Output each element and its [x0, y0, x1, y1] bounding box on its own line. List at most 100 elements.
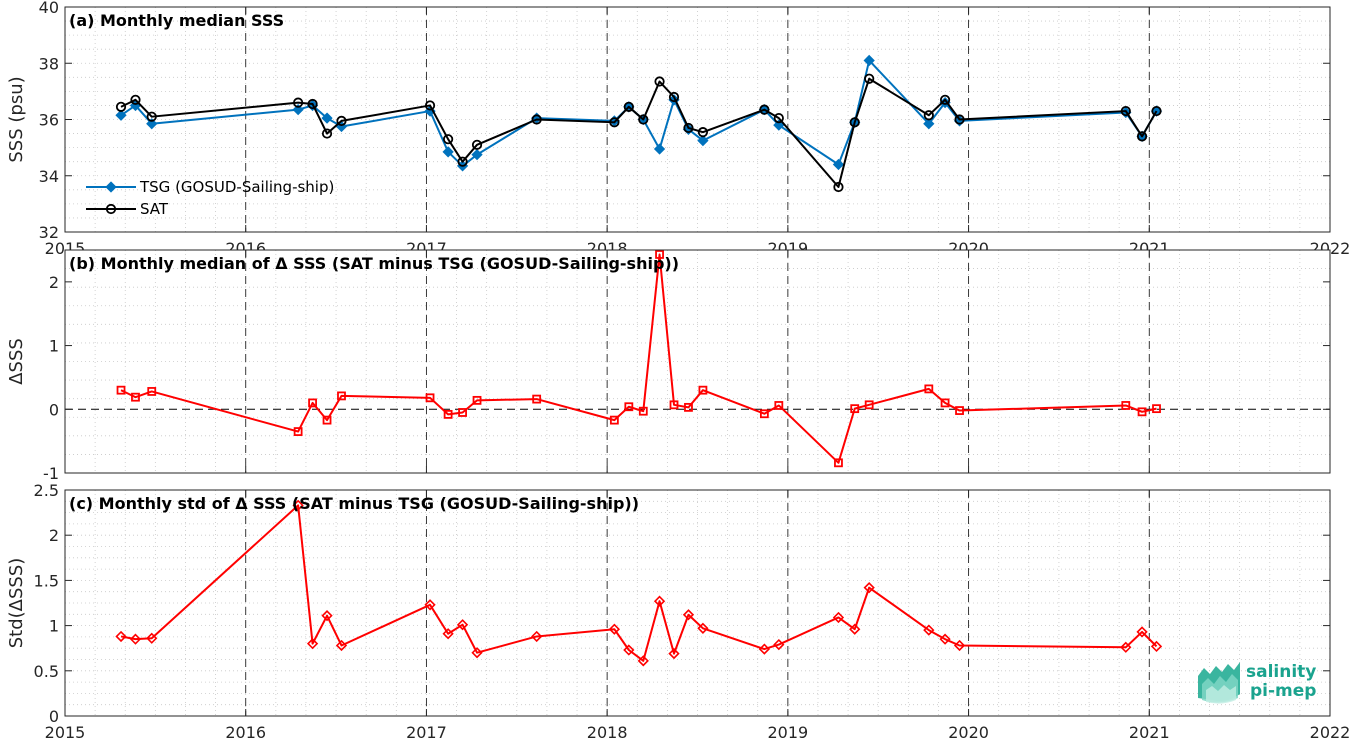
- legend: TSG (GOSUD-Sailing-ship) SAT: [86, 178, 334, 218]
- panel-title: (c) Monthly std of Δ SSS (SAT minus TSG …: [69, 494, 639, 513]
- data-point: [849, 623, 861, 635]
- data-point: [1150, 640, 1163, 653]
- y-tick-label: 1: [49, 337, 59, 356]
- data-point: [1136, 626, 1148, 638]
- y-tick-label: 0.5: [34, 662, 59, 681]
- data-point: [850, 404, 860, 414]
- data-point: [623, 101, 634, 112]
- x-tick-label: 2019: [767, 723, 808, 742]
- series-group: [116, 250, 1161, 468]
- data-point: [471, 149, 483, 161]
- data-point: [1120, 641, 1132, 653]
- data-point: [1137, 407, 1147, 417]
- data-point: [1121, 401, 1131, 410]
- data-point: [471, 647, 483, 659]
- data-point: [336, 115, 347, 127]
- data-point: [424, 599, 436, 611]
- y-tick-label: 2.5: [34, 481, 59, 500]
- x-tick-label: 2016: [225, 723, 266, 742]
- data-point: [923, 110, 934, 121]
- y-tick-label: 38: [39, 54, 59, 73]
- logo-line2: pi-mep: [1250, 681, 1316, 701]
- data-point: [115, 109, 127, 121]
- x-tick-label: 2020: [948, 723, 989, 742]
- axes-frame: [64, 249, 1331, 474]
- data-point: [653, 143, 666, 155]
- legend-marker-0: [105, 181, 117, 193]
- data-point: [292, 104, 304, 116]
- data-point: [293, 427, 303, 436]
- data-point: [863, 54, 875, 67]
- data-point: [442, 628, 454, 640]
- data-point: [1151, 105, 1162, 117]
- x-tick-label: 2015: [45, 723, 86, 742]
- data-point: [425, 393, 435, 403]
- data-point: [863, 582, 875, 594]
- data-point: [131, 392, 140, 402]
- data-point: [773, 112, 784, 124]
- y-tick-label: 2: [49, 273, 59, 292]
- axes-frame: [64, 6, 1331, 233]
- data-point: [335, 120, 348, 133]
- data-point: [115, 630, 127, 643]
- data-point: [337, 391, 346, 401]
- data-point: [531, 630, 543, 643]
- data-point: [471, 139, 483, 150]
- data-point: [307, 98, 318, 110]
- data-point: [668, 91, 680, 103]
- data-point: [923, 624, 935, 636]
- data-point: [834, 458, 843, 468]
- data-point: [321, 610, 333, 622]
- data-point: [609, 415, 619, 425]
- data-point: [954, 114, 965, 125]
- data-point: [849, 117, 860, 128]
- y-tick-label: 0: [49, 707, 59, 726]
- data-point: [668, 94, 680, 106]
- y-tick-label: 1: [49, 617, 59, 636]
- y-tick-label: -1: [43, 464, 59, 483]
- data-point: [292, 499, 304, 511]
- data-point: [654, 76, 665, 87]
- x-tick-label: 2021: [1129, 723, 1170, 742]
- data-point: [456, 619, 469, 631]
- y-tick-label: 34: [39, 167, 59, 186]
- y-tick-label: 36: [39, 111, 59, 130]
- data-point: [773, 119, 785, 131]
- data-point: [306, 638, 319, 650]
- data-point: [939, 96, 951, 109]
- series-group: [115, 54, 1163, 193]
- x-tick-label: 2022: [1310, 723, 1351, 742]
- data-point: [833, 181, 844, 193]
- data-point: [832, 611, 845, 624]
- data-point: [442, 146, 454, 158]
- data-point: [655, 250, 664, 259]
- data-point: [443, 134, 454, 145]
- legend-label-1: SAT: [140, 200, 169, 218]
- y-tick-label: 2: [49, 526, 59, 545]
- data-point: [609, 117, 620, 128]
- data-point: [146, 111, 157, 122]
- data-point: [668, 647, 680, 660]
- y-tick-label: 32: [39, 223, 59, 242]
- data-point: [624, 402, 634, 412]
- data-point: [321, 128, 333, 139]
- data-point: [623, 644, 635, 656]
- data-point: [955, 406, 964, 415]
- x-tick-label: 2017: [406, 723, 447, 742]
- data-point: [832, 158, 845, 171]
- data-point: [940, 398, 950, 408]
- data-point: [953, 639, 966, 652]
- data-point: [532, 394, 542, 404]
- data-point: [653, 595, 666, 607]
- y-tick-label: 40: [39, 0, 59, 17]
- data-point: [759, 104, 770, 115]
- data-point: [293, 97, 304, 108]
- y-axis-label: ΔSSS: [6, 338, 27, 385]
- data-point: [698, 385, 708, 395]
- data-point: [1136, 131, 1148, 142]
- data-point: [924, 384, 934, 394]
- data-point: [457, 156, 468, 167]
- data-point: [684, 402, 693, 412]
- data-point: [146, 118, 158, 130]
